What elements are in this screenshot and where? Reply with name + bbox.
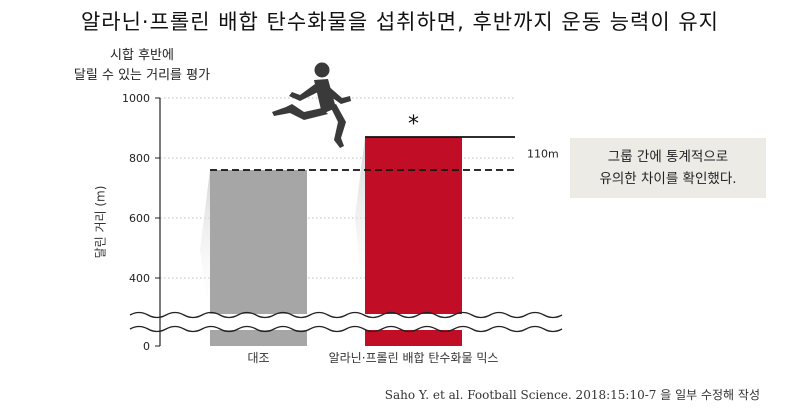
bar-1 [365,137,462,346]
category-label-0: 대조 [247,351,269,365]
axis-break-band [130,314,540,330]
runner-silhouette-icon [272,62,351,148]
y-tick-label-800: 800 [129,152,150,165]
y-tick-label-400: 400 [129,272,150,285]
y-axis-description: 시합 후반에 달릴 수 있는 거리를 평가 [62,46,222,86]
y-axis-description-line1: 시합 후반에 [110,48,174,63]
y-tick-label-600: 600 [129,212,150,225]
bar-shade-1 [355,137,365,322]
chart-title: 알라닌·프롤린 배합 탄수화물을 섭취하면, 후반까지 운동 능력이 유지 [80,10,720,34]
bar-shade-0 [200,170,210,322]
y-tick-label-1000: 1000 [122,92,150,105]
y-tick-label-0: 0 [143,340,150,353]
category-label-1: 알라닌·프롤린 배합 탄수화물 믹스 [329,351,499,365]
note-line2: 유의한 차이를 확인했다. [599,171,737,187]
significance-marker: * [408,112,419,137]
y-axis-description-line2: 달릴 수 있는 거리를 평가 [73,68,211,83]
source-citation: Saho Y. et al. Football Science. 2018:15… [384,388,760,402]
note-line1: 그룹 간에 통계적으로 [607,149,729,165]
axis-break-wave-1 [129,325,563,333]
difference-label: 110m [527,148,559,161]
axis-break-wave-0 [129,311,563,319]
significance-note: 그룹 간에 통계적으로 유의한 차이를 확인했다. [570,138,766,198]
